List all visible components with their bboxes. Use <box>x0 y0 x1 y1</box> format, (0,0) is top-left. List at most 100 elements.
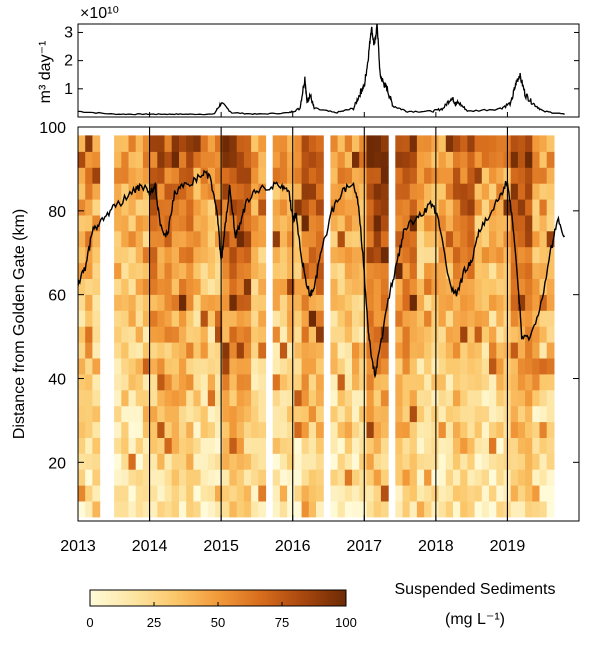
heatmap-cell <box>229 405 238 423</box>
heatmap-cell <box>301 357 310 375</box>
heatmap-cell <box>402 405 411 423</box>
heatmap-cell <box>517 453 526 470</box>
heatmap-cell <box>258 167 267 184</box>
heatmap-cell <box>510 357 519 375</box>
heatmap-cell <box>258 453 267 470</box>
heatmap-cell <box>258 389 267 407</box>
heatmap-cell <box>366 230 375 248</box>
heatmap-cell <box>150 389 158 407</box>
heatmap-cell <box>78 294 86 311</box>
heatmap-cell <box>525 151 533 168</box>
heatmap-cell <box>164 151 173 168</box>
heatmap-cell <box>395 135 404 152</box>
heatmap-cell <box>424 262 432 279</box>
heatmap-cell <box>193 199 202 216</box>
heatmap-cell <box>359 183 367 200</box>
heatmap-cell <box>474 437 483 454</box>
heatmap-cell <box>431 500 440 518</box>
heatmap-cell <box>467 500 476 518</box>
heatmap-cell <box>251 214 259 232</box>
heatmap-cell <box>142 230 151 248</box>
heatmap-cell <box>215 246 223 264</box>
heatmap-cell <box>78 342 86 359</box>
heatmap-cell <box>164 453 173 470</box>
heatmap-cell <box>207 167 216 184</box>
heatmap-cell <box>207 357 216 375</box>
heatmap-cell <box>424 183 432 200</box>
heatmap-cell <box>438 389 447 407</box>
heatmap-cell <box>179 357 187 375</box>
heatmap-cell <box>546 294 555 311</box>
heatmap-cell <box>200 214 209 232</box>
heatmap-cell <box>431 262 440 279</box>
heatmap-cell <box>222 421 230 438</box>
heatmap-cell <box>467 405 476 423</box>
heatmap-cell <box>316 357 324 375</box>
heatmap-cell <box>186 326 194 343</box>
heatmap-cell <box>128 230 137 248</box>
heatmap-cell <box>445 199 454 216</box>
heatmap-cell <box>150 342 158 359</box>
heatmap-cell <box>200 246 209 264</box>
heatmap-cell <box>460 135 468 152</box>
heatmap-cell <box>424 135 432 152</box>
heatmap-cell <box>287 151 295 168</box>
heatmap-cell <box>416 230 425 248</box>
heatmap-cell <box>539 246 548 264</box>
heatmap-cell <box>525 357 533 375</box>
heatmap-cell <box>496 421 505 438</box>
heatmap-cell <box>359 453 367 470</box>
heatmap-cell <box>164 405 173 423</box>
heatmap-cell <box>142 405 151 423</box>
heatmap-cell <box>474 342 483 359</box>
heatmap-cell <box>366 453 375 470</box>
heatmap-cell <box>164 373 173 391</box>
heatmap-cell <box>344 357 353 375</box>
heatmap-cell <box>92 246 101 264</box>
sediment-x-tick-label: 2018 <box>418 538 454 555</box>
heatmap-cell <box>135 151 144 168</box>
heatmap-cell <box>496 135 505 152</box>
heatmap-cell <box>402 151 411 168</box>
heatmap-cell <box>135 167 144 184</box>
heatmap-cell <box>243 294 252 311</box>
heatmap-cell <box>546 262 555 279</box>
heatmap-cell <box>236 262 245 279</box>
heatmap-cell <box>402 373 411 391</box>
heatmap-cell <box>402 389 411 407</box>
heatmap-cell <box>301 214 310 232</box>
heatmap-cell <box>142 199 151 216</box>
heatmap-cell <box>251 310 259 327</box>
heatmap-cell <box>78 421 86 438</box>
sediment-y-tick-label: 20 <box>48 455 66 472</box>
heatmap-cell <box>193 389 202 407</box>
heatmap-cell <box>272 453 281 470</box>
heatmap-cell <box>402 199 411 216</box>
heatmap-cell <box>200 405 209 423</box>
heatmap-cell <box>409 373 418 391</box>
heatmap-cell <box>279 437 288 454</box>
heatmap-cell <box>445 278 454 295</box>
heatmap-cell <box>272 357 281 375</box>
heatmap-cell <box>460 421 468 438</box>
heatmap-cell <box>150 214 158 232</box>
heatmap-cell <box>92 167 101 184</box>
heatmap-cell <box>373 246 382 264</box>
heatmap-cell <box>352 183 360 200</box>
heatmap-cell <box>200 199 209 216</box>
heatmap-cell <box>366 262 375 279</box>
heatmap-cell <box>402 214 411 232</box>
heatmap-cell <box>316 485 324 502</box>
heatmap-cell <box>409 262 418 279</box>
heatmap-cell <box>243 357 252 375</box>
heatmap-cell <box>301 230 310 248</box>
heatmap-cell <box>316 183 324 200</box>
heatmap-cell <box>78 373 86 391</box>
heatmap-cell <box>279 246 288 264</box>
heatmap-cell <box>424 357 432 375</box>
heatmap-cell <box>359 310 367 327</box>
heatmap-cell <box>532 214 541 232</box>
heatmap-cell <box>287 326 295 343</box>
heatmap-cell <box>236 421 245 438</box>
heatmap-cell <box>546 342 555 359</box>
